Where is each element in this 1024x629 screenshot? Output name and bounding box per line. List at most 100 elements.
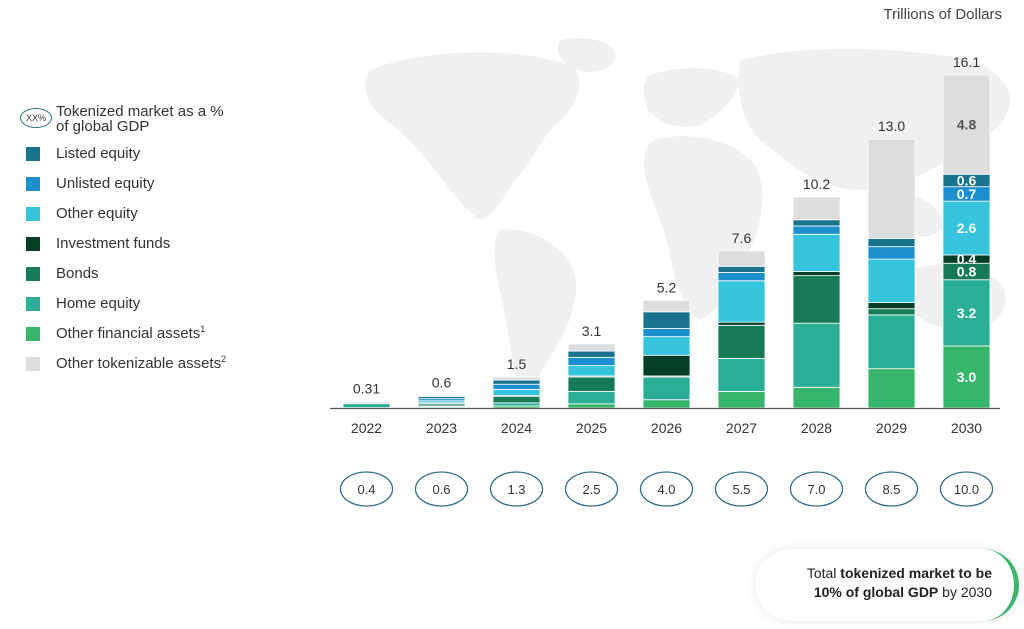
gdp-share-label: 8.5: [882, 482, 900, 497]
bar-segment: [642, 327, 691, 338]
map-asia: [738, 48, 1010, 191]
legend-label: Other equity: [56, 205, 138, 222]
legend-label: Home equity: [56, 295, 141, 312]
bar-segment: [417, 395, 466, 398]
x-tick-label: 2025: [576, 420, 607, 436]
bar-segment: [792, 275, 841, 324]
bar-segment: [492, 376, 541, 381]
bar-segment: [342, 403, 391, 408]
callout-line2: 10% of global GDP by 2030: [813, 584, 992, 600]
bar-segment: [867, 246, 916, 260]
segment-label: 0.7: [957, 186, 977, 202]
legend-gdp-oval: XX%: [20, 108, 52, 128]
bar-segment: [867, 368, 916, 409]
legend-gdp-label-line1: Tokenized market as a %: [56, 103, 224, 120]
bar-segment: [642, 311, 691, 329]
legend-swatch: [26, 147, 40, 161]
bar-segment: [717, 357, 766, 392]
bar-total-label: 13.0: [878, 118, 905, 134]
x-tick-label: 2027: [726, 420, 757, 436]
gdp-share-oval: [564, 471, 619, 507]
bar-segment: [867, 308, 916, 316]
bar-segment: [492, 388, 541, 396]
gdp-share-label: 4.0: [657, 482, 675, 497]
bar-segment: [717, 272, 766, 282]
gdp-share-label: 0.6: [432, 482, 450, 497]
bar-segment: [942, 200, 991, 256]
summary-callout: Total tokenized market to be 10% of glob…: [755, 549, 1019, 621]
bar-segment: [942, 74, 991, 175]
legend-label: Bonds: [56, 265, 99, 282]
bar-segment: [342, 401, 391, 405]
bar-segment: [792, 233, 841, 272]
bar-segment: [717, 324, 766, 359]
bar-segment: [717, 391, 766, 409]
segment-label: 3.2: [957, 305, 977, 321]
bar-segment: [567, 391, 616, 405]
unit-label: Trillions of Dollars: [883, 6, 1002, 23]
bar-segment: [792, 196, 841, 221]
bar-total-label: 0.31: [353, 381, 380, 397]
bar-segment: [642, 399, 691, 409]
bar-segment: [492, 396, 541, 404]
segment-label: 0.8: [957, 263, 977, 279]
bar-total-label: 16.1: [953, 54, 980, 70]
map-greenland: [557, 38, 616, 72]
bar-segment: [867, 314, 916, 370]
gdp-share-oval: [864, 471, 919, 507]
gdp-share-oval: [789, 471, 844, 507]
map-north-america: [364, 52, 580, 221]
segment-label: 4.8: [957, 117, 977, 133]
legend-label: Listed equity: [56, 145, 141, 162]
segment-label: 2.6: [957, 220, 977, 236]
bar-segment: [717, 265, 766, 273]
bar-segment: [792, 225, 841, 235]
bar-segment: [792, 386, 841, 409]
gdp-share-oval: [414, 471, 469, 507]
legend-gdp-label-line2: of global GDP: [56, 118, 150, 135]
bar-segment: [792, 322, 841, 388]
x-tick-label: 2023: [426, 420, 457, 436]
bar-segment: [867, 237, 916, 248]
map-south-america: [494, 229, 576, 394]
bar-segment: [642, 300, 691, 313]
x-tick-label: 2030: [951, 420, 982, 436]
bar-segment: [642, 376, 691, 401]
legend-swatch: [26, 207, 40, 221]
legend-swatch: [26, 267, 40, 281]
gdp-share-label: 0.4: [357, 482, 375, 497]
gdp-share-oval: [714, 471, 769, 507]
bar-total-label: 7.6: [732, 230, 752, 246]
gdp-share-oval: [339, 471, 394, 507]
gdp-share-oval: [939, 471, 994, 507]
bar-segment: [567, 343, 616, 352]
bar-total-label: 3.1: [582, 323, 602, 339]
bar-segment: [867, 302, 916, 310]
bar-segment: [492, 383, 541, 390]
bar-segment: [567, 365, 616, 377]
x-tick-label: 2024: [501, 420, 532, 436]
bar-segment: [492, 379, 541, 385]
gdp-share-label: 2.5: [582, 482, 600, 497]
legend-label: Unlisted equity: [56, 175, 155, 192]
bar-segment: [642, 354, 691, 377]
legend-gdp-label: Tokenized market as a % of global GDP: [56, 104, 276, 134]
gdp-share-label: 10.0: [954, 482, 979, 497]
bar-segment: [717, 321, 766, 326]
gdp-share-oval: [639, 471, 694, 507]
x-tick-label: 2029: [876, 420, 907, 436]
bar-total-label: 5.2: [657, 279, 677, 295]
legend-swatch: [26, 357, 40, 371]
legend-label: Other tokenizable assets2: [56, 354, 227, 372]
segment-label: 0.6: [957, 172, 977, 188]
bar-segment: [792, 219, 841, 227]
gdp-share-oval: [489, 471, 544, 507]
legend-swatch: [26, 327, 40, 341]
legend-swatch: [26, 177, 40, 191]
gdp-share-label: 5.5: [732, 482, 750, 497]
bar-segment: [792, 271, 841, 277]
bar-segment: [717, 280, 766, 323]
segment-label: 3.0: [957, 369, 977, 385]
gdp-share-label: 7.0: [807, 482, 825, 497]
